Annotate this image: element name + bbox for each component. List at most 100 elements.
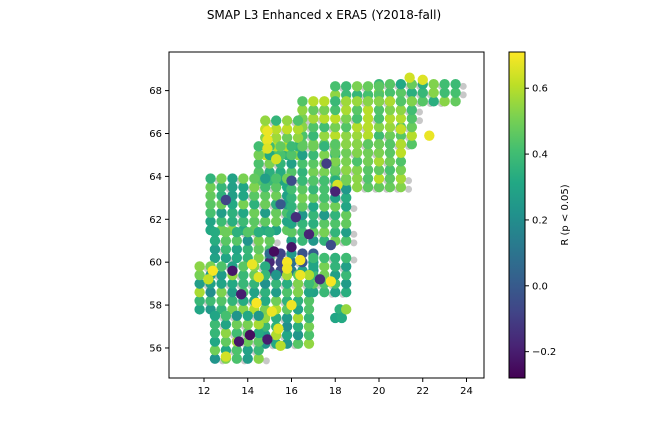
correlation-point — [319, 121, 330, 133]
correlation-point — [260, 278, 271, 289]
correlation-point — [209, 244, 221, 255]
correlation-point — [384, 130, 396, 141]
correlation-point — [194, 261, 205, 272]
correlation-point — [340, 252, 352, 264]
correlation-point — [373, 156, 385, 167]
correlation-point — [292, 132, 304, 143]
correlation-point — [260, 261, 271, 272]
correlation-point-highlight — [275, 199, 286, 210]
correlation-point-highlight — [220, 351, 232, 362]
correlation-point — [319, 209, 330, 221]
colorbar-tick-label: 0.2 — [532, 215, 548, 226]
correlation-point — [209, 336, 221, 347]
x-tick-label: 24 — [460, 386, 473, 397]
correlation-point — [292, 287, 304, 298]
correlation-point — [308, 201, 319, 212]
correlation-point — [216, 278, 227, 289]
correlation-point — [340, 121, 352, 133]
correlation-point — [373, 130, 385, 141]
correlation-point — [205, 287, 216, 298]
correlation-point — [253, 235, 264, 246]
correlation-point — [406, 121, 418, 133]
correlation-point — [351, 113, 363, 124]
correlation-point — [270, 181, 282, 193]
correlation-point — [205, 216, 216, 227]
correlation-point — [242, 226, 253, 238]
correlation-point — [395, 104, 407, 116]
correlation-point — [205, 173, 216, 184]
correlation-point — [286, 158, 297, 169]
correlation-point — [220, 336, 232, 347]
correlation-points — [194, 72, 461, 364]
correlation-point — [297, 201, 308, 212]
correlation-point — [270, 115, 282, 126]
correlation-point — [231, 244, 243, 255]
correlation-point — [439, 78, 450, 90]
correlation-point — [292, 329, 304, 341]
correlation-point — [297, 141, 308, 152]
correlation-point — [406, 130, 418, 141]
correlation-point — [428, 87, 439, 98]
colorbar-tick-label: 0.6 — [532, 84, 548, 95]
correlation-point — [351, 104, 363, 116]
correlation-point — [319, 201, 330, 212]
correlation-point — [395, 87, 407, 98]
correlation-point — [384, 156, 396, 167]
correlation-point — [340, 278, 352, 289]
correlation-point-highlight — [424, 130, 435, 141]
correlation-point — [205, 207, 216, 219]
correlation-point — [205, 181, 216, 193]
correlation-point — [384, 121, 396, 133]
correlation-point — [253, 310, 264, 322]
correlation-point-highlight — [340, 304, 352, 315]
correlation-point — [351, 164, 363, 176]
land-cell — [350, 239, 358, 247]
correlation-point-highlight — [290, 211, 302, 223]
correlation-point — [303, 269, 315, 281]
correlation-point — [340, 226, 352, 238]
correlation-point — [373, 104, 385, 116]
correlation-point-highlight — [286, 241, 297, 253]
correlation-point — [253, 149, 264, 161]
correlation-point-highlight — [262, 334, 273, 345]
correlation-point — [209, 226, 221, 238]
correlation-point — [270, 124, 282, 135]
correlation-point — [319, 226, 330, 238]
correlation-point — [308, 96, 319, 107]
correlation-point — [249, 181, 260, 193]
correlation-point — [439, 96, 450, 107]
correlation-point — [330, 287, 341, 298]
correlation-point — [270, 207, 282, 219]
correlation-point — [238, 216, 249, 227]
correlation-point — [373, 96, 385, 107]
correlation-point — [264, 235, 275, 246]
correlation-point — [319, 149, 330, 161]
correlation-point — [362, 139, 374, 150]
correlation-point — [238, 181, 249, 193]
correlation-point — [340, 113, 352, 124]
correlation-point — [216, 261, 227, 272]
correlation-point — [406, 87, 418, 98]
correlation-point — [395, 113, 407, 124]
land-cell — [405, 185, 413, 193]
x-tick-label: 16 — [285, 386, 298, 397]
correlation-point — [340, 164, 352, 176]
correlation-point — [340, 139, 352, 150]
correlation-point — [238, 278, 249, 289]
correlation-point — [209, 353, 221, 364]
correlation-point — [220, 327, 232, 339]
correlation-point — [308, 184, 319, 195]
correlation-point — [395, 147, 407, 159]
correlation-point — [292, 312, 304, 324]
correlation-point — [216, 287, 227, 298]
correlation-point — [384, 87, 396, 98]
correlation-point — [249, 216, 260, 227]
correlation-point — [260, 181, 271, 193]
correlation-point — [308, 218, 319, 229]
correlation-point — [227, 173, 238, 184]
land-cell — [262, 357, 270, 365]
correlation-point — [209, 319, 221, 330]
correlation-point — [286, 226, 297, 238]
correlation-point — [395, 139, 407, 150]
correlation-point — [362, 96, 374, 107]
